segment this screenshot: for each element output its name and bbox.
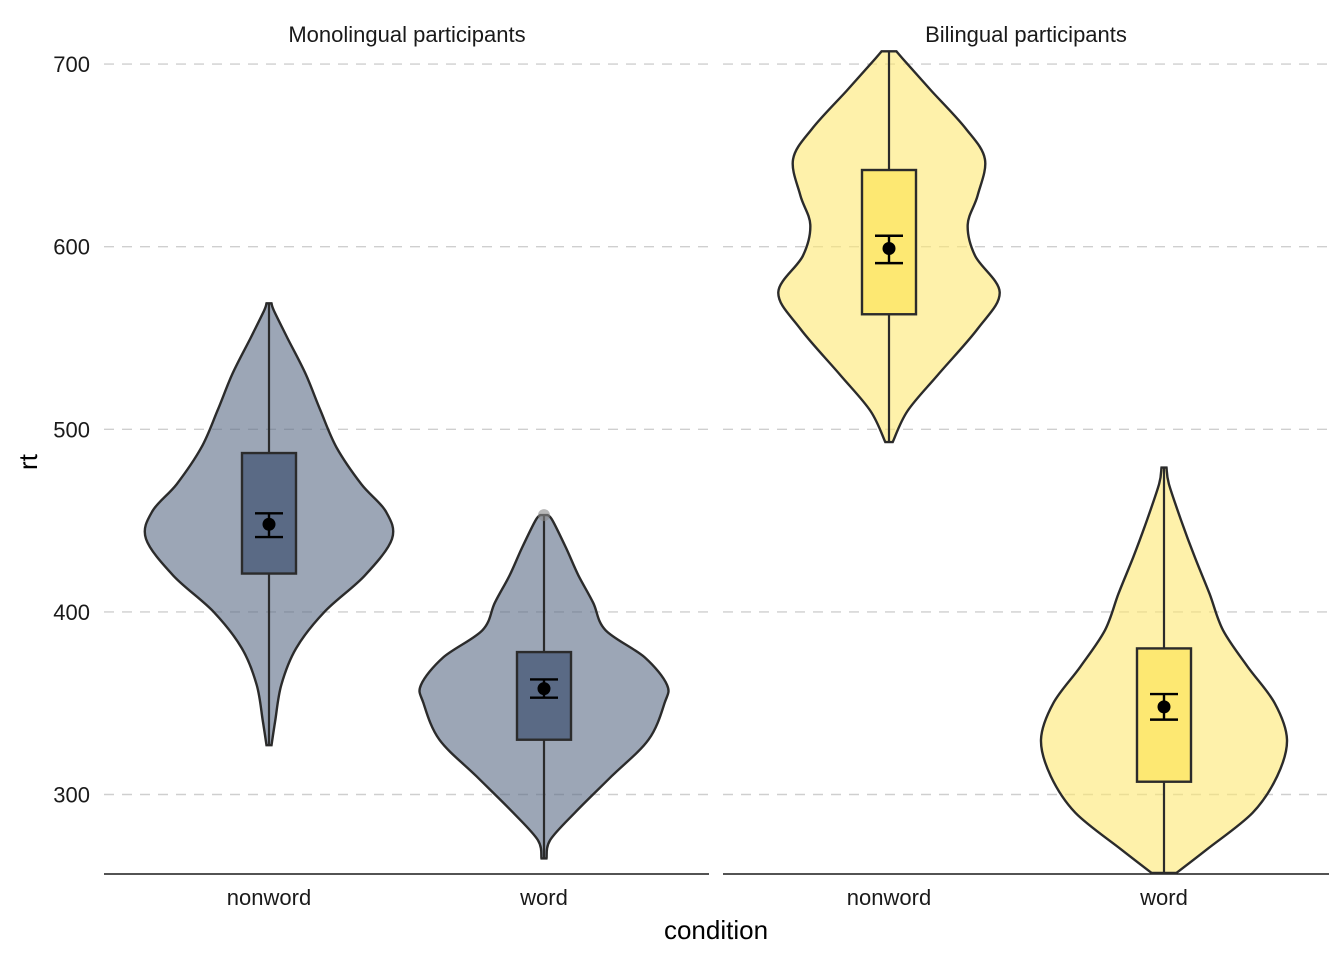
outlier-point bbox=[538, 509, 550, 522]
mean-point bbox=[1157, 700, 1171, 714]
y-tick-label: 700 bbox=[53, 52, 90, 77]
mean-point bbox=[537, 682, 551, 696]
mean-point bbox=[882, 242, 896, 256]
mean-point bbox=[262, 517, 276, 531]
y-tick-label: 400 bbox=[53, 600, 90, 625]
facet-marks bbox=[143, 302, 670, 860]
y-axis-title: rt bbox=[13, 453, 43, 470]
box-rect bbox=[515, 650, 573, 741]
x-tick-label: nonword bbox=[847, 885, 931, 910]
facet-title: Monolingual participants bbox=[288, 22, 525, 47]
y-axis-ticks: 300 400 500 600 700 bbox=[53, 52, 90, 807]
y-tick-label: 300 bbox=[53, 783, 90, 808]
y-tick-label: 500 bbox=[53, 417, 90, 442]
facet-marks bbox=[777, 50, 1289, 875]
x-tick-label: word bbox=[519, 885, 568, 910]
x-axis-title: condition bbox=[664, 915, 768, 945]
y-tick-label: 600 bbox=[53, 235, 90, 260]
facet-title: Bilingual participants bbox=[925, 22, 1127, 47]
facet-bilingual: Bilingual participants nonword word bbox=[723, 22, 1329, 910]
x-tick-label: word bbox=[1139, 885, 1188, 910]
x-tick-label: nonword bbox=[227, 885, 311, 910]
facet-monolingual: Monolingual participants nonword word bbox=[104, 22, 709, 910]
